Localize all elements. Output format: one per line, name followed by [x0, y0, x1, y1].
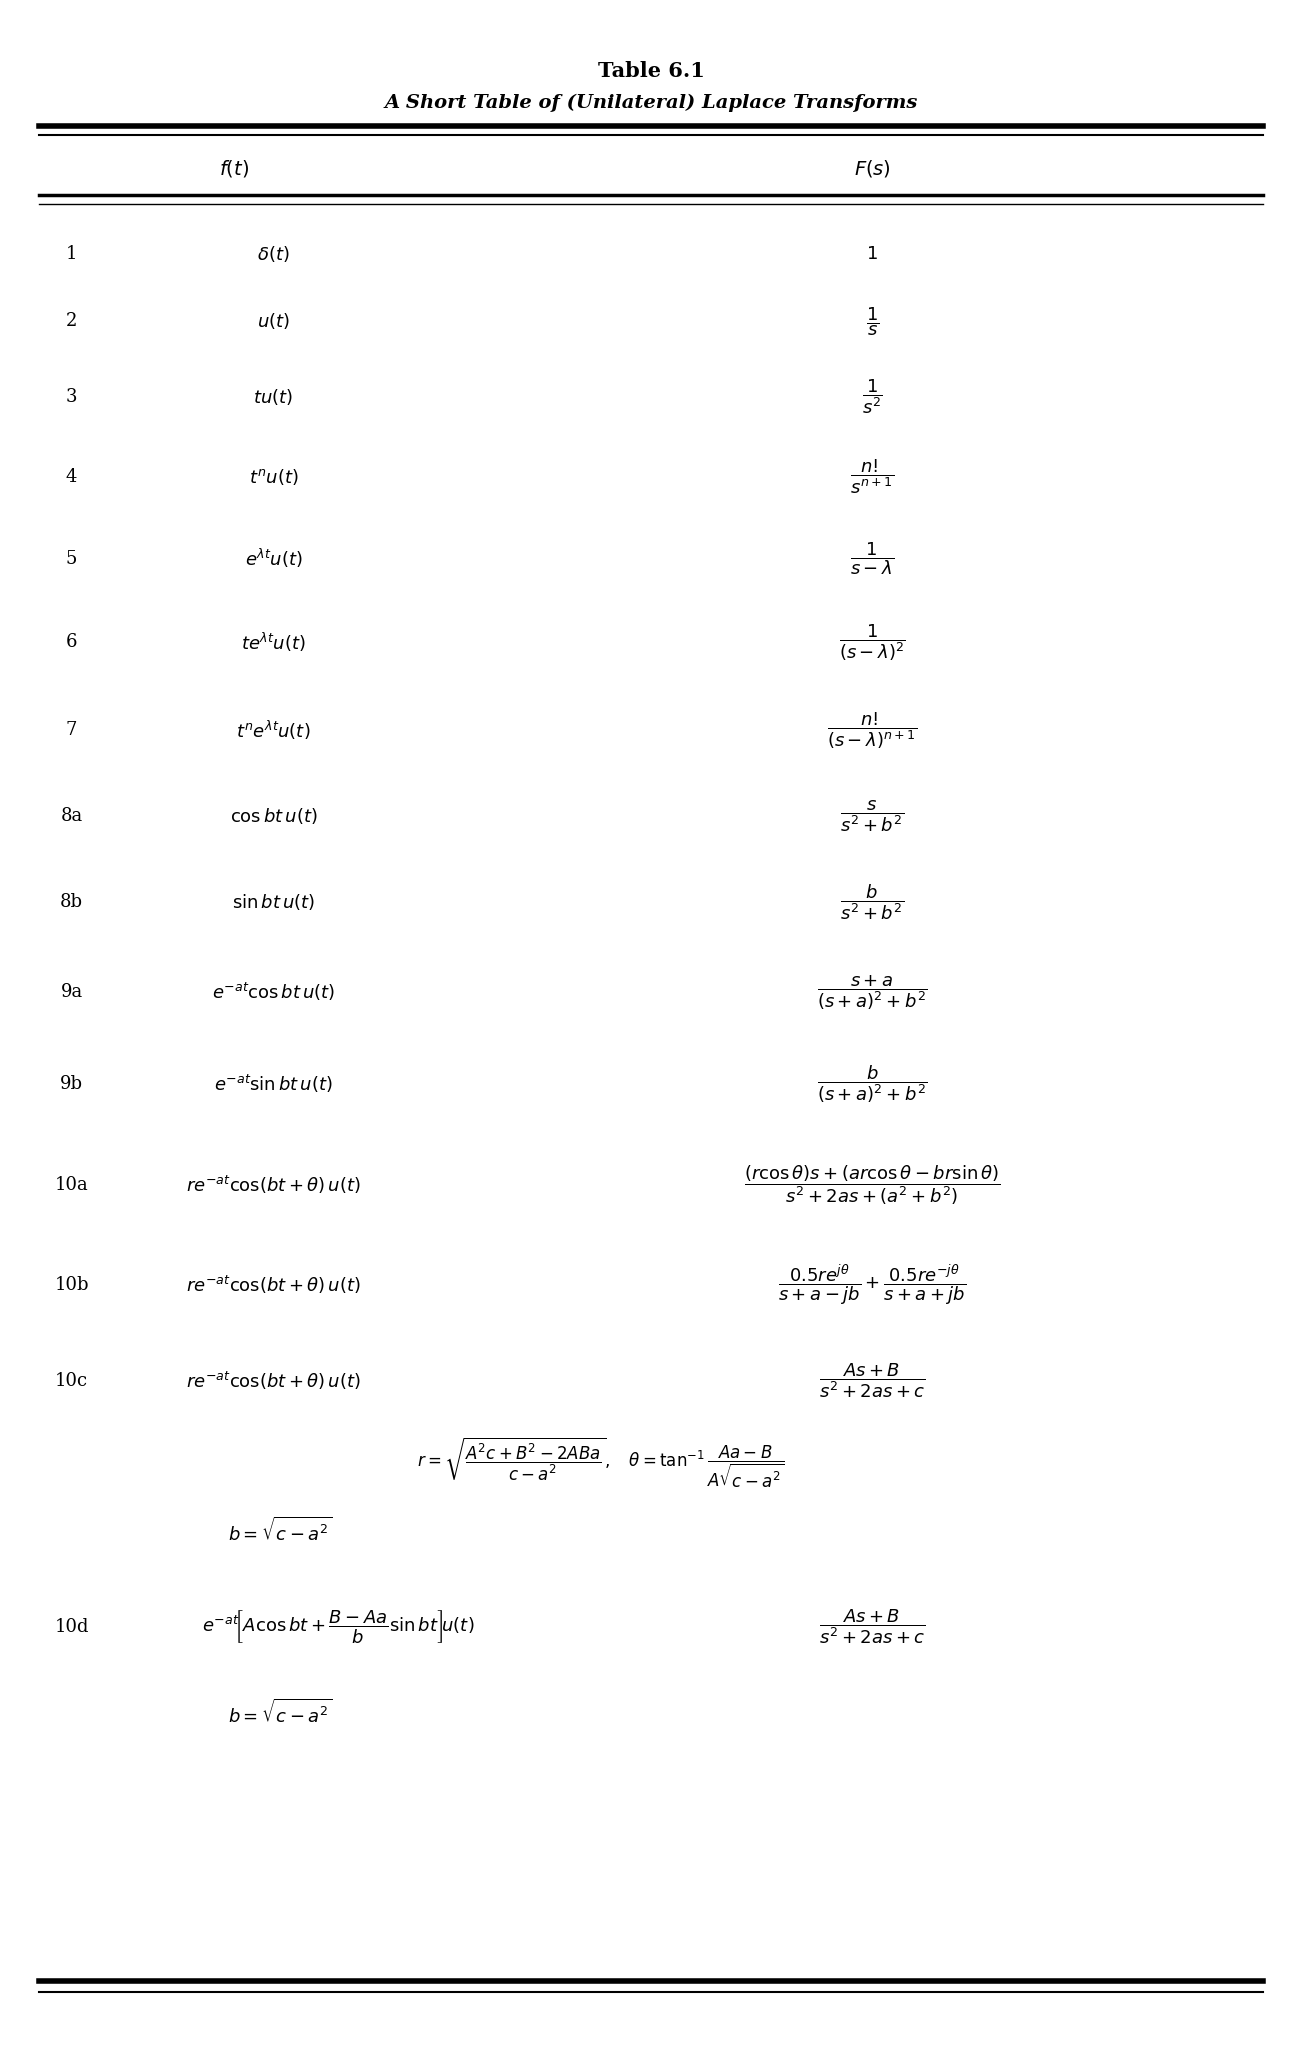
- Text: $\dfrac{1}{s^2}$: $\dfrac{1}{s^2}$: [862, 379, 883, 415]
- Text: $re^{-at}\cos(bt + \theta)\, u(t)$: $re^{-at}\cos(bt + \theta)\, u(t)$: [186, 1174, 361, 1195]
- Text: $\dfrac{1}{(s - \lambda)^2}$: $\dfrac{1}{(s - \lambda)^2}$: [838, 622, 906, 663]
- Text: 5: 5: [66, 550, 77, 567]
- Text: $re^{-at}\cos(bt + \theta)\, u(t)$: $re^{-at}\cos(bt + \theta)\, u(t)$: [186, 1275, 361, 1295]
- Text: 9b: 9b: [60, 1076, 83, 1093]
- Text: $\dfrac{s}{s^2 + b^2}$: $\dfrac{s}{s^2 + b^2}$: [840, 798, 905, 835]
- Text: $\dfrac{n!}{s^{n+1}}$: $\dfrac{n!}{s^{n+1}}$: [850, 458, 894, 495]
- Text: $\dfrac{As + B}{s^2 + 2as + c}$: $\dfrac{As + B}{s^2 + 2as + c}$: [819, 1608, 926, 1645]
- Text: $\dfrac{s + a}{(s + a)^2 + b^2}$: $\dfrac{s + a}{(s + a)^2 + b^2}$: [818, 974, 927, 1011]
- Text: 10d: 10d: [55, 1618, 89, 1635]
- Text: 8a: 8a: [60, 808, 83, 825]
- Text: $\dfrac{0.5re^{j\theta}}{s + a - jb} + \dfrac{0.5re^{-j\theta}}{s + a + jb}$: $\dfrac{0.5re^{j\theta}}{s + a - jb} + \…: [779, 1262, 966, 1307]
- Text: $e^{-at}\!\left[A\cos bt + \dfrac{B - Aa}{b}\sin bt\right]\!u(t)$: $e^{-at}\!\left[A\cos bt + \dfrac{B - Aa…: [202, 1608, 475, 1645]
- Text: $\sin bt\, u(t)$: $\sin bt\, u(t)$: [232, 892, 315, 913]
- Text: $\dfrac{b}{s^2 + b^2}$: $\dfrac{b}{s^2 + b^2}$: [840, 882, 905, 923]
- Text: $u(t)$: $u(t)$: [256, 311, 290, 331]
- Text: 3: 3: [66, 389, 77, 405]
- Text: $F(s)$: $F(s)$: [854, 158, 891, 180]
- Text: $e^{-at}\sin bt\, u(t)$: $e^{-at}\sin bt\, u(t)$: [214, 1074, 333, 1095]
- Text: A Short Table of (Unilateral) Laplace Transforms: A Short Table of (Unilateral) Laplace Tr…: [384, 94, 918, 113]
- Text: $t^n u(t)$: $t^n u(t)$: [249, 466, 298, 487]
- Text: $te^{\lambda t}u(t)$: $te^{\lambda t}u(t)$: [241, 630, 306, 655]
- Text: $f(t)$: $f(t)$: [219, 158, 250, 180]
- Text: Table 6.1: Table 6.1: [598, 61, 704, 82]
- Text: $tu(t)$: $tu(t)$: [254, 387, 293, 407]
- Text: $r = \sqrt{\dfrac{A^2c + B^2 - 2ABa}{c - a^2}},\quad\theta = \tan^{-1}\dfrac{Aa : $r = \sqrt{\dfrac{A^2c + B^2 - 2ABa}{c -…: [417, 1436, 784, 1489]
- Text: $e^{-at}\cos bt\, u(t)$: $e^{-at}\cos bt\, u(t)$: [212, 982, 335, 1003]
- Text: $\dfrac{b}{(s + a)^2 + b^2}$: $\dfrac{b}{(s + a)^2 + b^2}$: [818, 1064, 927, 1105]
- Text: $\cos bt\, u(t)$: $\cos bt\, u(t)$: [229, 806, 318, 827]
- Text: $\dfrac{1}{s - \lambda}$: $\dfrac{1}{s - \lambda}$: [850, 540, 894, 577]
- Text: 6: 6: [66, 634, 77, 651]
- Text: $\delta(t)$: $\delta(t)$: [258, 243, 289, 264]
- Text: 4: 4: [66, 469, 77, 485]
- Text: 10c: 10c: [55, 1373, 89, 1389]
- Text: 1: 1: [66, 246, 77, 262]
- Text: 10a: 10a: [55, 1176, 89, 1193]
- Text: $\dfrac{n!}{(s - \lambda)^{n+1}}$: $\dfrac{n!}{(s - \lambda)^{n+1}}$: [827, 710, 918, 751]
- Text: $e^{\lambda t}u(t)$: $e^{\lambda t}u(t)$: [245, 546, 302, 571]
- Text: 8b: 8b: [60, 894, 83, 910]
- Text: $re^{-at}\cos(bt + \theta)\, u(t)$: $re^{-at}\cos(bt + \theta)\, u(t)$: [186, 1371, 361, 1391]
- Text: $\dfrac{1}{s}$: $\dfrac{1}{s}$: [866, 305, 879, 338]
- Text: 10b: 10b: [55, 1277, 89, 1293]
- Text: 7: 7: [66, 722, 77, 739]
- Text: $\dfrac{As + B}{s^2 + 2as + c}$: $\dfrac{As + B}{s^2 + 2as + c}$: [819, 1363, 926, 1399]
- Text: $1$: $1$: [866, 246, 879, 262]
- Text: 9a: 9a: [60, 984, 83, 1000]
- Text: $\dfrac{(r\cos\theta)s + (ar\cos\theta - br\sin\theta)}{s^2 + 2as + (a^2 + b^2)}: $\dfrac{(r\cos\theta)s + (ar\cos\theta -…: [745, 1162, 1000, 1207]
- Text: $b = \sqrt{c - a^2}$: $b = \sqrt{c - a^2}$: [228, 1516, 332, 1545]
- Text: $t^n e^{\lambda t}u(t)$: $t^n e^{\lambda t}u(t)$: [236, 718, 311, 743]
- Text: $b = \sqrt{c - a^2}$: $b = \sqrt{c - a^2}$: [228, 1698, 332, 1727]
- Text: 2: 2: [66, 313, 77, 329]
